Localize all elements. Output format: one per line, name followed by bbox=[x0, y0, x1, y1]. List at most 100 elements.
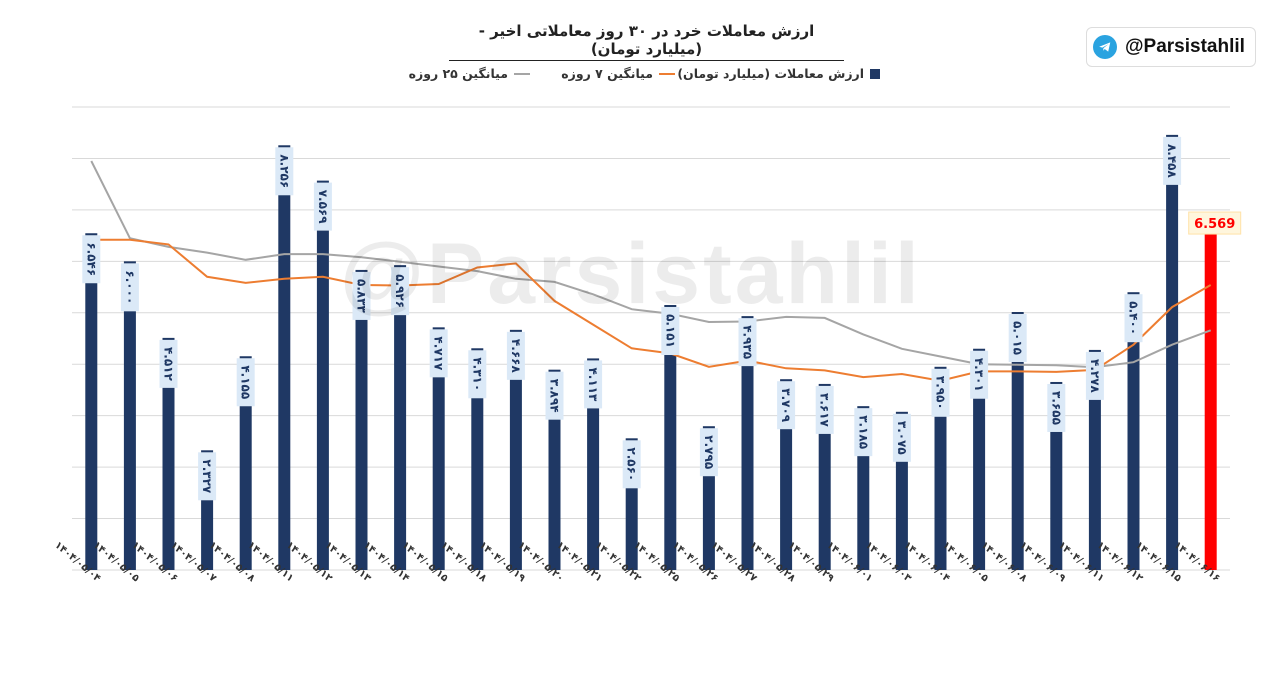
data-label: ۷.۵۶۹ bbox=[316, 190, 330, 225]
data-label-bg bbox=[738, 318, 757, 367]
bar bbox=[162, 337, 175, 570]
data-label-group: ۴.۵۱۲ bbox=[159, 339, 178, 388]
data-label-group: ۵.۰۱۵ bbox=[1008, 314, 1027, 363]
legend-item-bar: ارزش معاملات (میلیارد تومان) bbox=[677, 66, 880, 81]
data-label: ۴.۱۵۵ bbox=[239, 365, 253, 399]
ma7-line bbox=[91, 238, 1212, 382]
legend: ارزش معاملات (میلیارد تومان) میانگین ۷ ر… bbox=[400, 66, 880, 86]
data-label-bg bbox=[391, 267, 410, 316]
data-label-group: ۳.۰۷۵ bbox=[892, 413, 911, 462]
data-label-bg bbox=[198, 452, 217, 501]
bars bbox=[85, 134, 1217, 571]
ma25-line bbox=[90, 160, 1212, 369]
bar bbox=[973, 348, 986, 570]
data-label-bg bbox=[815, 385, 834, 434]
data-label-group: ۶.۰۰۰ bbox=[120, 263, 139, 312]
data-label-group: ۳.۸۹۴ bbox=[545, 371, 564, 420]
data-label-bg bbox=[892, 413, 911, 462]
data-label: 6.569 bbox=[1194, 217, 1235, 232]
data-label: ۵.۰۱۵ bbox=[1011, 321, 1025, 355]
bar bbox=[548, 369, 561, 570]
data-label-group: ۴.۹۳۵ bbox=[738, 318, 757, 367]
data-label: ۴.۳۱۰ bbox=[470, 357, 484, 391]
data-labels: ۶.۵۴۶ ۶.۰۰۰ ۴.۵۱۲ ۲.۳۲۷ ۴.۱۵۵ ۸.۲۵۶ ۷.۵۶۹ ۵.۸۳۳… bbox=[82, 136, 1242, 501]
data-label: ۵.۴۰۰ bbox=[1127, 301, 1141, 335]
data-label-group: ۴.۳۱۰ bbox=[468, 350, 487, 399]
bar bbox=[316, 180, 329, 570]
data-label: ۴.۷۱۷ bbox=[432, 336, 446, 371]
data-label: ۶.۵۴۶ bbox=[84, 242, 98, 276]
data-label-bg bbox=[1163, 136, 1182, 185]
data-label: ۴.۹۳۵ bbox=[741, 325, 755, 359]
data-label: ۶.۰۰۰ bbox=[123, 270, 137, 304]
bar bbox=[471, 348, 484, 570]
data-label: ۳.۹۵۰ bbox=[934, 376, 948, 410]
data-label-bg bbox=[82, 235, 101, 284]
data-label-group: ۲.۳۲۷ bbox=[198, 452, 217, 501]
chart-title: ارزش معاملات خرد در ۳۰ روز معاملاتی اخیر… bbox=[449, 22, 844, 61]
bar bbox=[123, 261, 136, 570]
channel-badge[interactable]: @Parsistahlil bbox=[1086, 27, 1256, 67]
data-label-group: ۳.۹۵۰ bbox=[931, 368, 950, 417]
bar bbox=[1166, 134, 1179, 571]
bar bbox=[239, 356, 252, 570]
data-label: ۳.۶۱۷ bbox=[818, 393, 832, 428]
data-label-bg bbox=[159, 339, 178, 388]
data-label-group: ۷.۵۶۹ bbox=[313, 182, 332, 231]
data-label: ۲.۳۲۷ bbox=[200, 459, 214, 494]
data-label-bg bbox=[584, 360, 603, 409]
data-label: ۲.۷۹۵ bbox=[702, 435, 716, 469]
data-label-group: ۴.۷۱۷ bbox=[429, 329, 448, 378]
data-label-bg bbox=[777, 381, 796, 430]
telegram-icon bbox=[1093, 35, 1117, 59]
average-lines bbox=[90, 160, 1212, 382]
data-label-group: ۲.۷۹۵ bbox=[699, 428, 718, 477]
data-label: ۵.۱۵۱ bbox=[663, 314, 677, 348]
data-label-group: ۳.۷۰۹ bbox=[777, 381, 796, 430]
data-label-group: ۳.۱۸۵ bbox=[854, 408, 873, 457]
data-label-bg bbox=[699, 428, 718, 477]
data-label: ۲.۵۶۰ bbox=[625, 447, 639, 481]
data-label-group: ۳.۶۵۵ bbox=[1047, 383, 1066, 432]
bar bbox=[509, 329, 522, 570]
data-label-bg bbox=[854, 408, 873, 457]
data-label-group: ۵.۴۰۰ bbox=[1124, 294, 1143, 343]
data-label: ۸.۴۵۸ bbox=[1165, 144, 1179, 179]
data-label-group: ۴.۲۷۸ bbox=[1085, 351, 1104, 400]
data-label: ۴.۲۷۸ bbox=[1088, 359, 1102, 394]
data-label-group: ۲.۵۶۰ bbox=[622, 440, 641, 489]
data-label-bg bbox=[236, 358, 255, 407]
bar bbox=[741, 316, 754, 570]
data-label-bg bbox=[506, 331, 525, 380]
watermark: @Parsistahlil bbox=[340, 226, 922, 322]
data-label: ۴.۱۱۳ bbox=[586, 367, 600, 402]
data-label-bg bbox=[120, 263, 139, 312]
data-label-bg bbox=[275, 147, 294, 196]
data-label-bg bbox=[429, 329, 448, 378]
legend-label-bar: ارزش معاملات (میلیارد تومان) bbox=[677, 66, 864, 81]
data-label-bg bbox=[545, 371, 564, 420]
data-label-group: ۸.۲۵۶ bbox=[275, 147, 294, 196]
bar bbox=[1088, 349, 1101, 570]
legend-item-ma7: میانگین ۷ روزه bbox=[561, 66, 675, 81]
data-label: ۳.۶۵۵ bbox=[1049, 391, 1063, 425]
data-label-group: ۴.۱۱۳ bbox=[584, 360, 603, 409]
data-label: ۴.۶۶۸ bbox=[509, 339, 523, 374]
data-label: ۴.۳۰۱ bbox=[972, 358, 986, 392]
data-label-group: ۶.۵۴۶ bbox=[82, 235, 101, 284]
data-label-bg bbox=[931, 368, 950, 417]
legend-swatch-ma25 bbox=[514, 72, 530, 75]
bar bbox=[394, 265, 407, 570]
data-label-bg bbox=[1124, 294, 1143, 343]
data-label: ۳.۱۸۵ bbox=[856, 415, 870, 449]
bar bbox=[587, 358, 600, 570]
bar bbox=[1011, 312, 1024, 570]
bar bbox=[664, 305, 677, 570]
data-label-bg bbox=[468, 350, 487, 399]
channel-handle: @Parsistahlil bbox=[1125, 36, 1245, 57]
data-label-bg bbox=[1047, 383, 1066, 432]
data-label-bg bbox=[1085, 351, 1104, 400]
data-label-bg bbox=[313, 182, 332, 231]
bar bbox=[432, 327, 445, 570]
